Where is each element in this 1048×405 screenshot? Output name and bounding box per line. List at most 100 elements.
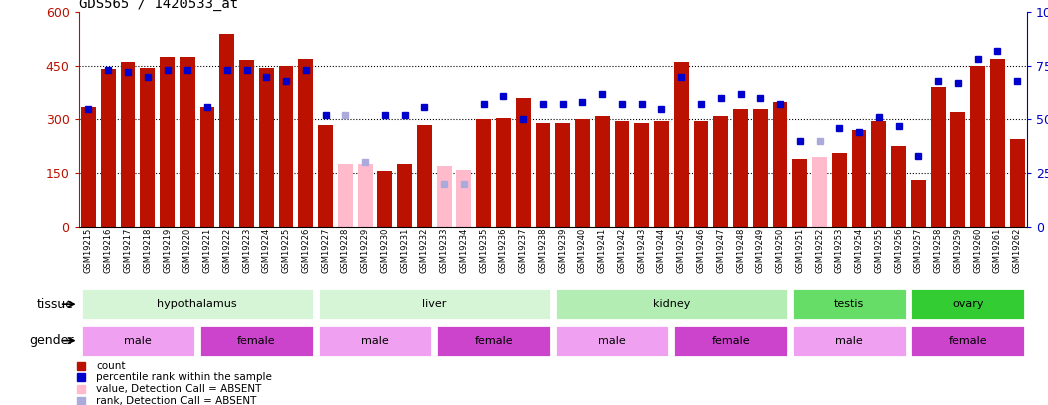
Text: GSM19224: GSM19224 bbox=[262, 228, 270, 273]
Text: gender: gender bbox=[29, 334, 73, 347]
Text: GSM19219: GSM19219 bbox=[163, 228, 172, 273]
Bar bbox=[199, 107, 215, 227]
Text: GSM19259: GSM19259 bbox=[954, 228, 962, 273]
Text: GSM19252: GSM19252 bbox=[815, 228, 824, 273]
Text: ovary: ovary bbox=[952, 299, 983, 309]
Bar bbox=[160, 57, 175, 227]
Text: GSM19260: GSM19260 bbox=[974, 228, 982, 273]
Text: female: female bbox=[948, 336, 987, 345]
Bar bbox=[792, 324, 907, 357]
Text: GSM19247: GSM19247 bbox=[716, 228, 725, 273]
Bar bbox=[219, 34, 234, 227]
Text: GSM19243: GSM19243 bbox=[637, 228, 647, 273]
Text: GSM19253: GSM19253 bbox=[835, 228, 844, 273]
Text: GSM19240: GSM19240 bbox=[577, 228, 587, 273]
Bar bbox=[319, 125, 333, 227]
Text: GSM19222: GSM19222 bbox=[222, 228, 232, 273]
Bar bbox=[536, 123, 550, 227]
Text: GSM19257: GSM19257 bbox=[914, 228, 923, 273]
Text: GSM19262: GSM19262 bbox=[1012, 228, 1022, 273]
Text: GSM19225: GSM19225 bbox=[282, 228, 290, 273]
Text: value, Detection Call = ABSENT: value, Detection Call = ABSENT bbox=[96, 384, 261, 394]
Text: male: male bbox=[598, 336, 626, 345]
Text: male: male bbox=[835, 336, 864, 345]
Bar bbox=[140, 68, 155, 227]
Text: GSM19215: GSM19215 bbox=[84, 228, 93, 273]
Text: female: female bbox=[237, 336, 276, 345]
Bar bbox=[931, 87, 945, 227]
Bar bbox=[496, 118, 510, 227]
Text: kidney: kidney bbox=[653, 299, 690, 309]
Bar bbox=[199, 324, 313, 357]
Text: percentile rank within the sample: percentile rank within the sample bbox=[96, 372, 271, 382]
Text: GSM19227: GSM19227 bbox=[321, 228, 330, 273]
Bar bbox=[714, 116, 728, 227]
Text: GSM19245: GSM19245 bbox=[677, 228, 685, 273]
Bar bbox=[694, 121, 708, 227]
Text: GSM19235: GSM19235 bbox=[479, 228, 488, 273]
Bar bbox=[239, 60, 254, 227]
Bar bbox=[81, 288, 313, 320]
Bar bbox=[299, 59, 313, 227]
Text: GSM19251: GSM19251 bbox=[795, 228, 804, 273]
Bar bbox=[614, 121, 630, 227]
Text: hypothalamus: hypothalamus bbox=[157, 299, 237, 309]
Bar bbox=[812, 157, 827, 227]
Bar bbox=[101, 69, 115, 227]
Bar bbox=[1010, 139, 1025, 227]
Text: GSM19230: GSM19230 bbox=[380, 228, 390, 273]
Text: GSM19250: GSM19250 bbox=[776, 228, 785, 273]
Bar bbox=[674, 62, 689, 227]
Bar bbox=[911, 180, 925, 227]
Text: GSM19249: GSM19249 bbox=[756, 228, 765, 273]
Bar bbox=[852, 130, 867, 227]
Bar bbox=[634, 123, 649, 227]
Bar bbox=[259, 68, 274, 227]
Bar bbox=[792, 288, 907, 320]
Bar bbox=[654, 121, 669, 227]
Bar bbox=[575, 119, 590, 227]
Text: male: male bbox=[362, 336, 389, 345]
Text: GSM19237: GSM19237 bbox=[519, 228, 528, 273]
Text: GSM19216: GSM19216 bbox=[104, 228, 113, 273]
Bar bbox=[437, 166, 452, 227]
Bar bbox=[554, 288, 788, 320]
Text: tissue: tissue bbox=[37, 298, 73, 311]
Text: female: female bbox=[712, 336, 750, 345]
Bar bbox=[554, 324, 670, 357]
Text: GSM19256: GSM19256 bbox=[894, 228, 903, 273]
Bar bbox=[911, 288, 1025, 320]
Bar bbox=[772, 102, 787, 227]
Bar bbox=[516, 98, 530, 227]
Text: GSM19258: GSM19258 bbox=[934, 228, 942, 273]
Text: GSM19234: GSM19234 bbox=[459, 228, 468, 273]
Bar bbox=[872, 121, 887, 227]
Bar bbox=[752, 109, 768, 227]
Bar bbox=[555, 123, 570, 227]
Bar bbox=[734, 109, 748, 227]
Text: GSM19226: GSM19226 bbox=[302, 228, 310, 273]
Text: GSM19238: GSM19238 bbox=[539, 228, 547, 273]
Text: GSM19220: GSM19220 bbox=[182, 228, 192, 273]
Text: GSM19239: GSM19239 bbox=[559, 228, 567, 273]
Text: GSM19228: GSM19228 bbox=[341, 228, 350, 273]
Bar bbox=[674, 324, 788, 357]
Bar bbox=[417, 125, 432, 227]
Text: GSM19236: GSM19236 bbox=[499, 228, 508, 273]
Text: GSM19254: GSM19254 bbox=[854, 228, 864, 273]
Bar bbox=[397, 164, 412, 227]
Bar bbox=[121, 62, 135, 227]
Bar bbox=[832, 153, 847, 227]
Bar bbox=[318, 288, 551, 320]
Text: liver: liver bbox=[422, 299, 446, 309]
Text: GSM19244: GSM19244 bbox=[657, 228, 665, 273]
Text: female: female bbox=[475, 336, 512, 345]
Text: GSM19241: GSM19241 bbox=[597, 228, 607, 273]
Text: GSM19246: GSM19246 bbox=[697, 228, 705, 273]
Bar bbox=[279, 66, 293, 227]
Bar bbox=[911, 324, 1025, 357]
Text: GSM19242: GSM19242 bbox=[617, 228, 627, 273]
Text: GSM19217: GSM19217 bbox=[124, 228, 132, 273]
Text: GSM19255: GSM19255 bbox=[874, 228, 883, 273]
Text: GSM19229: GSM19229 bbox=[361, 228, 370, 273]
